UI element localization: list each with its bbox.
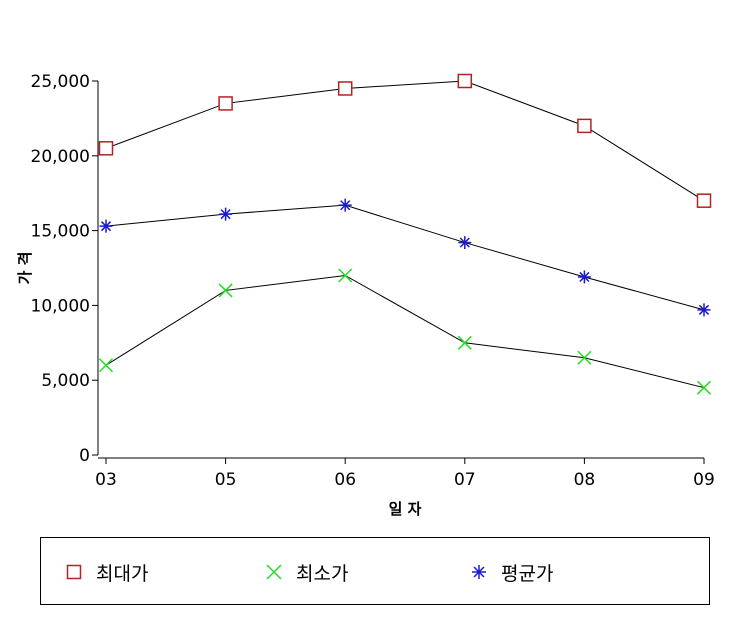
data-point-s3-05 [219, 207, 233, 221]
data-point-s2-03 [98, 358, 114, 373]
data-point-s3-09 [697, 303, 711, 317]
x-tick-label: 05 [215, 470, 237, 490]
legend-item-min: 최소가 [266, 538, 348, 606]
legend-label-max: 최대가 [96, 562, 149, 585]
x-tick-label: 07 [454, 470, 476, 490]
y-tick-label: 5,000 [41, 371, 90, 391]
data-point-s3-06 [338, 198, 352, 212]
data-point-s2-07 [457, 335, 472, 350]
data-point-s1-07 [457, 73, 473, 89]
y-tick-label: 0 [79, 446, 90, 466]
x-tick-label: 08 [574, 470, 596, 490]
series-layer [98, 73, 712, 395]
data-point-s1-08 [577, 118, 592, 134]
y-tick-label: 10,000 [31, 296, 90, 316]
data-point-s3-08 [577, 270, 591, 284]
legend-label-min: 최소가 [296, 562, 349, 585]
series-line-1 [105, 80, 705, 202]
line-chart: 0 5,000 10,000 15,000 20,000 25,000 03 05 06 07 08… [16, 72, 715, 518]
x-marker-icon [266, 564, 282, 580]
data-point-s1-03 [98, 141, 114, 156]
data-point-s2-08 [577, 350, 592, 365]
x-tick-label: 09 [693, 470, 715, 490]
data-point-s2-06 [338, 268, 353, 283]
y-tick-label: 20,000 [31, 147, 90, 167]
asterisk-marker-icon [472, 565, 486, 579]
y-tick-label: 15,000 [31, 222, 90, 242]
data-point-s3-03 [99, 219, 113, 233]
data-point-s1-09 [696, 193, 712, 208]
data-point-s1-05 [218, 96, 233, 111]
data-point-s2-09 [696, 380, 712, 395]
y-axis-title: 가 격 [16, 252, 34, 285]
series-line-2 [105, 274, 705, 389]
data-point-s1-06 [337, 81, 353, 96]
legend-item-avg: 평균가 [471, 538, 553, 606]
axes: 0 5,000 10,000 15,000 20,000 25,000 03 05 06 07 08… [31, 72, 715, 490]
x-tick-label: 03 [95, 470, 117, 490]
x-axis-title: 일 자 [389, 500, 422, 518]
legend-label-avg: 평균가 [501, 562, 554, 585]
legend: 최대가 최소가 평균가 [40, 537, 710, 605]
data-point-s2-05 [218, 283, 233, 298]
square-marker-icon [66, 564, 82, 580]
legend-item-max: 최대가 [66, 538, 148, 606]
x-tick-label: 06 [334, 470, 356, 490]
y-tick-label: 25,000 [31, 72, 90, 92]
series-line-3 [105, 204, 705, 311]
data-point-s3-07 [458, 236, 472, 250]
